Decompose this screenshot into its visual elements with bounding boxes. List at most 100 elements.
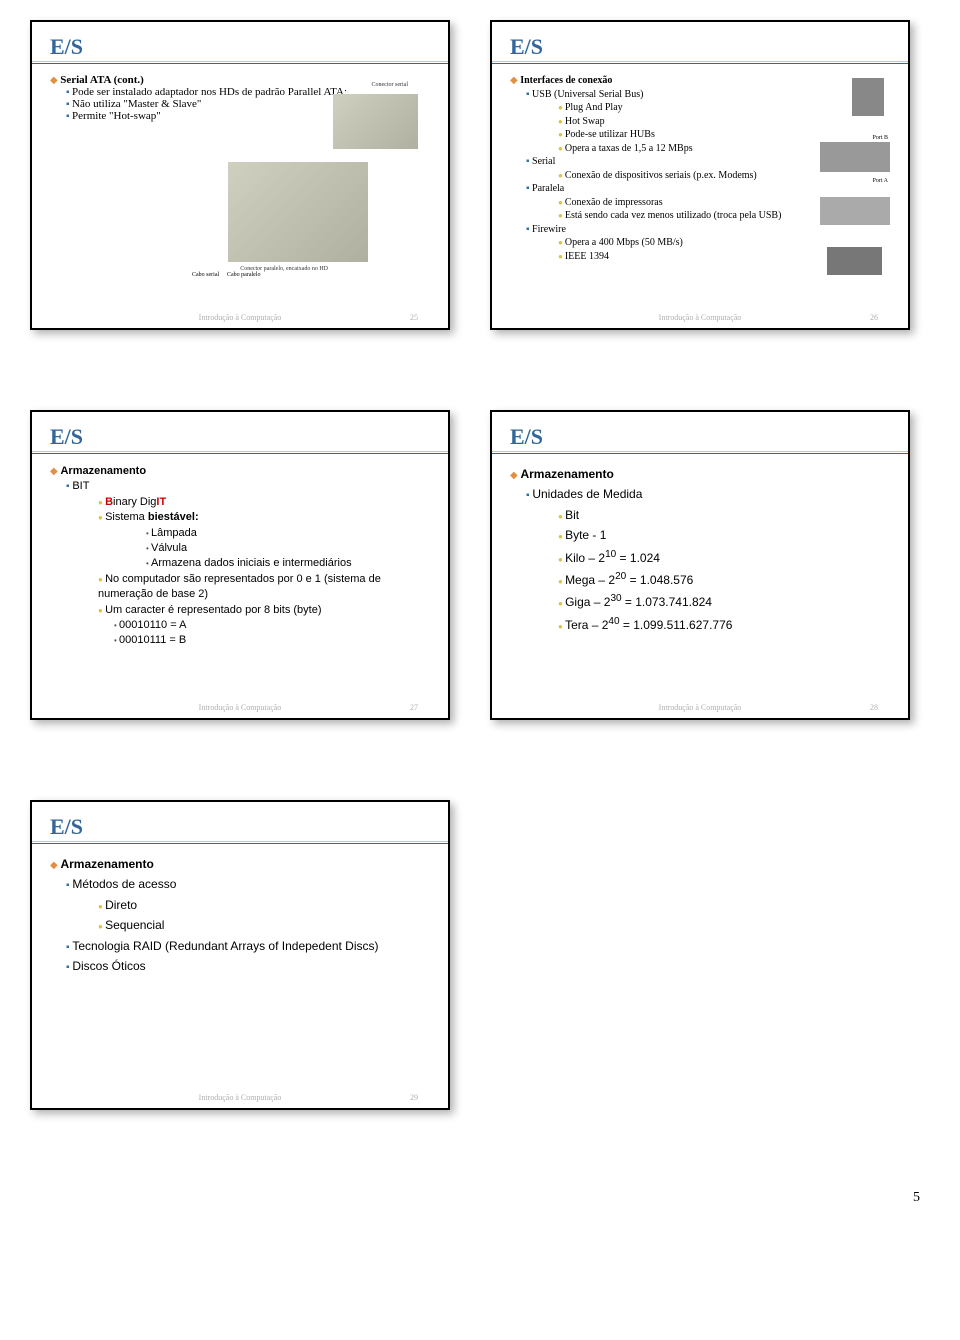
slide-row-2: E/S Armazenamento BIT Binary DigIT Siste… [30, 410, 930, 720]
slide-body: Armazenamento BIT Binary DigIT Sistema b… [50, 456, 430, 688]
title-text: E/S [510, 424, 543, 449]
heading-armazenamento: Armazenamento [60, 465, 146, 477]
parallel-heading: Paralela [532, 183, 564, 194]
list-item: Lâmpada [146, 526, 430, 541]
serial-port-image [820, 142, 890, 172]
footer-text: Introdução à Computação [659, 703, 742, 712]
sistema-pre: Sistema [105, 511, 148, 523]
slide-body: Serial ATA (cont.) Pode ser instalado ad… [50, 66, 430, 298]
title-shadow-line [32, 841, 448, 842]
title-text: E/S [50, 34, 83, 59]
title-underline [32, 63, 448, 64]
port-label: Port B [872, 134, 888, 142]
slide-title: E/S [50, 34, 430, 60]
list-item: 00010110 = A [114, 618, 430, 633]
mega-c: = 1.048.576 [626, 573, 693, 587]
heading-interfaces: Interfaces de conexão [520, 75, 612, 86]
slide-25: E/S Serial ATA (cont.) Pode ser instalad… [30, 20, 450, 330]
metodos-heading: Métodos de acesso [72, 877, 176, 891]
title-underline [32, 843, 448, 844]
list-item: Válvula [146, 541, 430, 556]
tera-c: = 1.099.511.627.776 [620, 618, 733, 632]
title-underline [492, 453, 908, 454]
title-shadow-line [32, 451, 448, 452]
slide-26: E/S Interfaces de conexão USB (Universal… [490, 20, 910, 330]
img-caption: Cabo paralelo [227, 272, 261, 278]
bit-b: B [105, 496, 113, 508]
title-underline [32, 453, 448, 454]
slide-row-3: E/S Armazenamento Métodos de acesso Dire… [30, 800, 930, 1110]
heading-serial-ata: Serial ATA (cont.) [60, 74, 144, 86]
usb-connector-image [852, 78, 884, 116]
list-item: Byte - 1 [558, 525, 890, 545]
parallel-port-image [820, 197, 890, 225]
list-item: Um caracter é representado por 8 bits (b… [98, 603, 430, 618]
slide-body: Armazenamento Unidades de Medida Bit Byt… [510, 456, 890, 688]
list-item: Hot Swap [558, 115, 890, 129]
mega-exp: 20 [615, 571, 626, 582]
slide-27: E/S Armazenamento BIT Binary DigIT Siste… [30, 410, 450, 720]
slide-body: Armazenamento Métodos de acesso Direto S… [50, 846, 430, 1078]
page-number: 25 [410, 313, 418, 322]
usb-heading: USB (Universal Serial Bus) [532, 89, 643, 100]
kilo-exp: 10 [605, 549, 616, 560]
page-number: 27 [410, 703, 418, 712]
firewire-heading: Firewire [532, 224, 566, 235]
title-text: E/S [50, 424, 83, 449]
list-item: Binary DigIT [98, 495, 430, 510]
slide-29: E/S Armazenamento Métodos de acesso Dire… [30, 800, 450, 1110]
giga-c: = 1.073.741.824 [622, 595, 712, 609]
page-number: 26 [870, 313, 878, 322]
heading-armazenamento: Armazenamento [60, 857, 153, 871]
title-shadow-line [492, 61, 908, 62]
slide-footer: Introdução à Computação 27 [32, 703, 448, 712]
list-item: Sistema biestável: Lâmpada Válvula Armaz… [98, 510, 430, 572]
giga-exp: 30 [610, 593, 621, 604]
kilo-a: Kilo – 2 [565, 551, 605, 565]
list-item: Bit [558, 505, 890, 525]
title-text: E/S [50, 814, 83, 839]
list-item: 00010111 = B [114, 633, 430, 648]
footer-text: Introdução à Computação [659, 313, 742, 322]
unidades-heading: Unidades de Medida [532, 487, 642, 501]
slide-body: Interfaces de conexão USB (Universal Ser… [510, 66, 890, 298]
slide-footer: Introdução à Computação 28 [492, 703, 908, 712]
raid-heading: Tecnologia RAID (Redundant Arrays of Ind… [66, 936, 430, 956]
list-item: Pode-se utilizar HUBs [558, 128, 890, 142]
kilo-c: = 1.024 [616, 551, 660, 565]
list-item: Tera – 240 = 1.099.511.627.776 [558, 613, 890, 635]
document-page-number: 5 [30, 1190, 930, 1206]
list-item: Armazena dados iniciais e intermediários [146, 556, 430, 571]
firewire-cable-image [827, 247, 882, 275]
hd-cable-image [228, 162, 368, 262]
slide-footer: Introdução à Computação 25 [32, 313, 448, 322]
slide-title: E/S [50, 424, 430, 450]
slide-title: E/S [50, 814, 430, 840]
bit-mid: inary Dig [113, 496, 156, 508]
mega-a: Mega – 2 [565, 573, 615, 587]
slide-title: E/S [510, 34, 890, 60]
title-text: E/S [510, 34, 543, 59]
img-caption: Cabo serial [192, 272, 219, 278]
title-shadow-line [32, 61, 448, 62]
list-item: Kilo – 210 = 1.024 [558, 546, 890, 568]
title-shadow-line [492, 451, 908, 452]
slide-footer: Introdução à Computação 29 [32, 1093, 448, 1102]
list-item: Direto [98, 895, 430, 915]
slide-footer: Introdução à Computação 26 [492, 313, 908, 322]
heading-armazenamento: Armazenamento [520, 467, 613, 481]
tera-exp: 40 [608, 616, 619, 627]
footer-text: Introdução à Computação [199, 703, 282, 712]
list-item: Sequencial [98, 915, 430, 935]
slide-title: E/S [510, 424, 890, 450]
img-caption: Conector serial [372, 82, 409, 88]
footer-text: Introdução à Computação [199, 1093, 282, 1102]
biestavel: biestável: [148, 511, 199, 523]
tera-a: Tera – 2 [565, 618, 608, 632]
list-item: Mega – 220 = 1.048.576 [558, 568, 890, 590]
giga-a: Giga – 2 [565, 595, 610, 609]
bit-heading: BIT [72, 480, 89, 492]
footer-text: Introdução à Computação [199, 313, 282, 322]
list-item: No computador são representados por 0 e … [98, 572, 430, 603]
serial-heading: Serial [532, 156, 555, 167]
